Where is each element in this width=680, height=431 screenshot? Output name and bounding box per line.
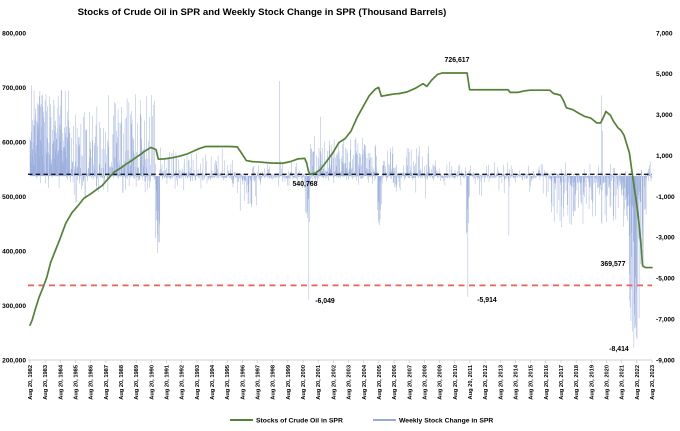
x-axis-label: Aug 20, 1991 [165, 365, 171, 400]
plot-area: Aug 20, 1982 Aug 20, 1983 Aug 20, 1984 Aug … [2, 30, 675, 399]
y-axis-left-label: 700,000 [2, 85, 26, 92]
x-axis-label: Aug 20, 2012 [483, 365, 489, 400]
y-axis-right-label: 7,000 [656, 30, 673, 37]
x-axis-label: Aug 20, 2016 [544, 365, 550, 400]
x-axis-label: Aug 20, 1988 [119, 365, 125, 400]
peak-stock-label: 726,617 [445, 57, 470, 64]
weekly-change-bars [29, 81, 653, 348]
y-axis-right-label: -1,000 [656, 194, 675, 201]
y-axis-left-label: 200,000 [2, 357, 26, 364]
y-axis-right-label: -3,000 [656, 235, 675, 242]
y-axis-left-label: 800,000 [2, 30, 26, 37]
x-axis-label: Aug 20, 2009 [438, 365, 444, 400]
y-axis-left-label: 300,000 [2, 303, 26, 310]
x-axis-label: Aug 20, 2007 [407, 365, 413, 400]
x-axis-label: Aug 20, 1996 [240, 365, 246, 400]
legend-label-weekly: Weekly Stock Change in SPR [399, 418, 493, 425]
x-axis-label: Aug 20, 2022 [635, 365, 641, 400]
x-axis-label: Aug 20, 2018 [574, 365, 580, 400]
x-axis-label: Aug 20, 2020 [604, 365, 610, 400]
y-axis-left-label: 500,000 [2, 194, 26, 201]
x-axis-label: Aug 20, 2015 [529, 365, 535, 400]
x-axis-label: Aug 20, 2001 [316, 365, 322, 400]
stocks-line [29, 72, 653, 326]
y-axis-right-label: -5,000 [656, 276, 675, 283]
x-axis-label: Aug 20, 2005 [377, 365, 383, 400]
x-axis-label: Aug 20, 2021 [620, 365, 626, 400]
y-axis-right-label: 3,000 [656, 112, 673, 119]
x-axis-label: Aug 20, 1986 [89, 365, 95, 400]
latest-stock-label: 369,577 [601, 261, 626, 268]
x-axis-label: Aug 20, 2019 [589, 365, 595, 400]
x-axis-label: Aug 20, 2013 [498, 365, 504, 400]
x-axis-label: Aug 20, 1984 [58, 364, 64, 400]
y-axis-right-label: 1,000 [656, 153, 673, 160]
drawdown-2011-label: -5,914 [477, 297, 497, 304]
x-axis-label: Aug 20, 2023 [650, 365, 656, 400]
x-axis-label: Aug 20, 2004 [362, 364, 368, 400]
x-axis-label: Aug 20, 1993 [195, 365, 201, 400]
x-axis-label: Aug 20, 2011 [468, 365, 474, 399]
x-axis-label: Aug 20, 1995 [225, 365, 231, 400]
x-axis-label: Aug 20, 2017 [559, 365, 565, 400]
y-axis-right-label: -7,000 [656, 316, 675, 323]
x-axis-label: Aug 20, 1992 [180, 365, 186, 400]
x-axis-label: Aug 20, 2010 [453, 365, 459, 400]
x-axis-label: Aug 20, 1989 [134, 365, 140, 400]
y-axis-left-label: 600,000 [2, 139, 26, 146]
x-axis-label: Aug 20, 1990 [149, 365, 155, 400]
x-axis-label: Aug 20, 2014 [513, 364, 519, 400]
x-axis-label: Aug 20, 1985 [74, 365, 80, 400]
y-axis-right-label: -9,000 [656, 357, 675, 364]
x-axis-label: Aug 20, 1997 [256, 365, 262, 400]
x-axis-label: Aug 20, 1999 [286, 365, 292, 400]
x-axis-label: Aug 20, 2000 [301, 365, 307, 400]
x-axis-label: Aug 20, 2002 [331, 365, 337, 400]
x-axis-label: Aug 20, 1998 [271, 365, 277, 400]
x-axis-label: Aug 20, 1982 [28, 365, 34, 400]
legend-label-stocks: Stocks of Crude Oil in SPR [256, 418, 343, 425]
x-axis-label: Aug 20, 2006 [392, 365, 398, 400]
legend: Stocks of Crude Oil in SPR Weekly Stock … [230, 418, 493, 425]
y-axis-left-label: 400,000 [2, 248, 26, 255]
x-axis-label: Aug 20, 2008 [422, 365, 428, 400]
x-axis-label: Aug 20, 1983 [43, 365, 49, 400]
x-axis-label: Aug 20, 2003 [347, 365, 353, 400]
y-axis-right-label: 5,000 [656, 71, 673, 78]
drawdown-2001-label: -6,049 [315, 298, 335, 305]
reference-stock-label: 540,768 [293, 181, 318, 188]
x-axis-label: Aug 20, 1987 [104, 365, 110, 400]
x-axis-label: Aug 20, 1994 [210, 364, 216, 400]
drawdown-2022-label: -8,414 [609, 346, 629, 353]
chart-title: Stocks of Crude Oil in SPR and Weekly St… [78, 7, 447, 18]
